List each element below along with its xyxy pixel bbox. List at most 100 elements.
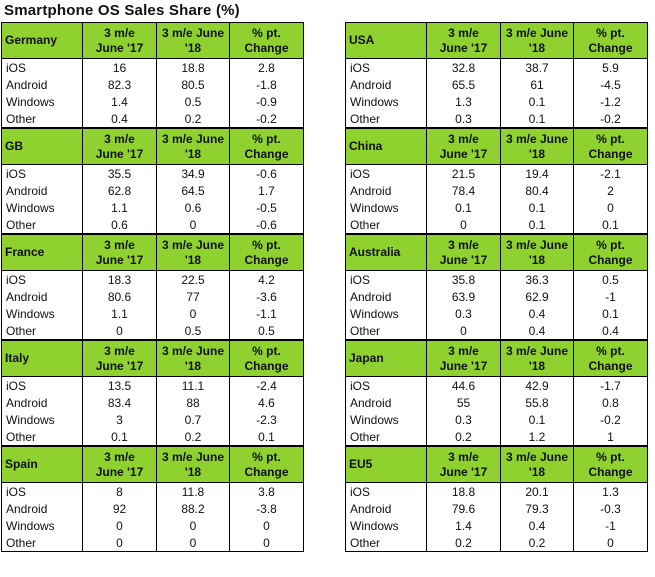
value-cell: -0.3	[573, 500, 648, 517]
value-cell: 0.4	[500, 305, 574, 322]
table-row: Android 63.9 62.9 -1	[345, 288, 648, 305]
value-cell: 0	[573, 199, 648, 216]
country-name: GB	[1, 128, 83, 165]
value-cell: 0	[426, 322, 501, 340]
value-cell: -2.4	[229, 376, 304, 394]
value-cell: 0.3	[426, 305, 501, 322]
table-row: Windows 1.1 0 -1.1	[1, 305, 304, 322]
header-row: Japan 3 m/e June '17 3 m/e June '18% pt. Chan…	[345, 340, 648, 377]
value-cell: 11.8	[156, 482, 230, 500]
value-cell: -1.2	[573, 93, 648, 110]
table-row: iOS 18.8 20.1 1.3	[345, 482, 648, 500]
os-label: iOS	[345, 482, 427, 500]
os-label: iOS	[1, 270, 83, 288]
value-cell: 0.1	[573, 216, 648, 234]
os-label: iOS	[345, 376, 427, 394]
table-row: iOS 8 11.8 3.8	[1, 482, 304, 500]
value-cell: 34.9	[156, 164, 230, 182]
os-label: Android	[1, 76, 83, 93]
value-cell: 61	[500, 76, 574, 93]
value-cell: 4.2	[229, 270, 304, 288]
os-label: iOS	[1, 164, 83, 182]
column-header: 3 m/e June '18	[156, 22, 230, 59]
column-header: 3 m/e June '17	[82, 128, 157, 165]
country-table-germany: Germany 3 m/e June '17 3 m/e June '18% pt. Ch…	[1, 22, 304, 128]
table-row: Windows 3 0.7 -2.3	[1, 411, 304, 428]
column-header: % pt. Change	[573, 234, 648, 271]
country-name: France	[1, 234, 83, 271]
value-cell: 0.5	[229, 322, 304, 340]
value-cell: 0.1	[500, 216, 574, 234]
table-row: Android 83.4 88 4.6	[1, 394, 304, 411]
table-row: Other 0.6 0 -0.6	[1, 216, 304, 234]
table-row: Other 0.3 0.1 -0.2	[345, 110, 648, 128]
table-row: iOS 35.8 36.3 0.5	[345, 270, 648, 288]
value-cell: 0.2	[426, 534, 501, 552]
os-label: Windows	[345, 93, 427, 110]
country-name: USA	[345, 22, 427, 59]
value-cell: 0	[82, 517, 157, 534]
value-cell: 0.3	[426, 110, 501, 128]
os-label: Android	[1, 394, 83, 411]
table-row: Android 78.4 80.4 2	[345, 182, 648, 199]
column-header: 3 m/e June '18	[500, 446, 574, 483]
table-row: Other 0 0 0	[1, 534, 304, 552]
value-cell: 0.1	[82, 428, 157, 446]
value-cell: 3	[82, 411, 157, 428]
value-cell: 0.4	[500, 517, 574, 534]
value-cell: 88.2	[156, 500, 230, 517]
country-table-spain: Spain 3 m/e June '17 3 m/e June '18% pt. Chan…	[1, 446, 304, 552]
value-cell: -0.2	[573, 411, 648, 428]
value-cell: 0	[156, 534, 230, 552]
country-name: China	[345, 128, 427, 165]
value-cell: 78.4	[426, 182, 501, 199]
header-row: Italy 3 m/e June '17 3 m/e June '18% pt. Chan…	[1, 340, 304, 377]
value-cell: -1.8	[229, 76, 304, 93]
value-cell: 18.3	[82, 270, 157, 288]
table-row: Windows 0.3 0.4 0.1	[345, 305, 648, 322]
os-label: iOS	[1, 376, 83, 394]
value-cell: 1.4	[426, 517, 501, 534]
os-label: Android	[1, 288, 83, 305]
value-cell: 44.6	[426, 376, 501, 394]
table-row: Windows 1.3 0.1 -1.2	[345, 93, 648, 110]
os-label: Windows	[1, 199, 83, 216]
column-header: 3 m/e June '18	[156, 340, 230, 377]
country-table-japan: Japan 3 m/e June '17 3 m/e June '18% pt. Chan…	[345, 340, 648, 446]
column-header: % pt. Change	[229, 22, 304, 59]
value-cell: 1.1	[82, 305, 157, 322]
header-row: GB 3 m/e June '17 3 m/e June '18% pt. Change	[1, 128, 304, 165]
table-row: iOS 21.5 19.4 -2.1	[345, 164, 648, 182]
value-cell: 3.8	[229, 482, 304, 500]
value-cell: 8	[82, 482, 157, 500]
value-cell: -1	[573, 517, 648, 534]
table-row: iOS 13.5 11.1 -2.4	[1, 376, 304, 394]
value-cell: 83.4	[82, 394, 157, 411]
column-header: 3 m/e June '17	[82, 446, 157, 483]
table-row: Windows 0 0 0	[1, 517, 304, 534]
value-cell: 0.5	[156, 93, 230, 110]
os-label: Windows	[345, 517, 427, 534]
value-cell: 18.8	[156, 58, 230, 76]
table-row: Other 0.2 1.2 1	[345, 428, 648, 446]
value-cell: 5.9	[573, 58, 648, 76]
os-label: Android	[345, 182, 427, 199]
table-row: Other 0.1 0.2 0.1	[1, 428, 304, 446]
value-cell: 0	[82, 322, 157, 340]
table-row: iOS 35.5 34.9 -0.6	[1, 164, 304, 182]
value-cell: 65.5	[426, 76, 501, 93]
country-table-gb: GB 3 m/e June '17 3 m/e June '18% pt. Change i…	[1, 128, 304, 234]
value-cell: 0.6	[82, 216, 157, 234]
header-row: France 3 m/e June '17 3 m/e June '18% pt. Cha…	[1, 234, 304, 271]
value-cell: 88	[156, 394, 230, 411]
value-cell: 35.8	[426, 270, 501, 288]
os-label: Android	[1, 500, 83, 517]
header-row: Germany 3 m/e June '17 3 m/e June '18% pt. Ch…	[1, 22, 304, 59]
value-cell: 0.2	[500, 534, 574, 552]
value-cell: 21.5	[426, 164, 501, 182]
value-cell: -3.8	[229, 500, 304, 517]
country-table-eu5: EU5 3 m/e June '17 3 m/e June '18% pt. Change…	[345, 446, 648, 552]
value-cell: 0	[156, 305, 230, 322]
value-cell: 0	[156, 517, 230, 534]
value-cell: 92	[82, 500, 157, 517]
